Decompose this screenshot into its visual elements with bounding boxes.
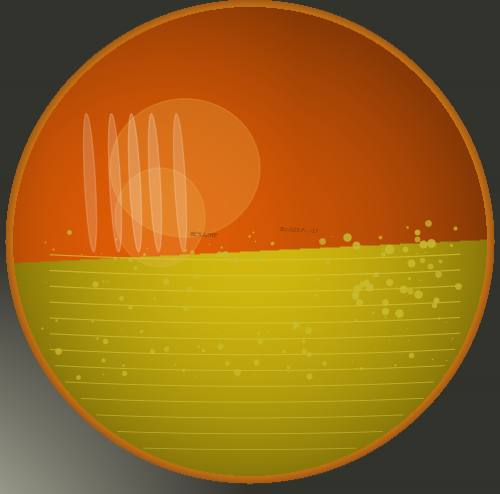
Ellipse shape [128,114,141,252]
Ellipse shape [115,168,205,267]
Ellipse shape [174,114,186,252]
Text: Bcc-SQ1-F-...-17: Bcc-SQ1-F-...-17 [280,226,319,233]
Ellipse shape [148,114,162,252]
Ellipse shape [84,114,96,252]
Ellipse shape [108,114,122,252]
Text: BCSA/ME: BCSA/ME [190,232,218,238]
Ellipse shape [110,99,260,237]
